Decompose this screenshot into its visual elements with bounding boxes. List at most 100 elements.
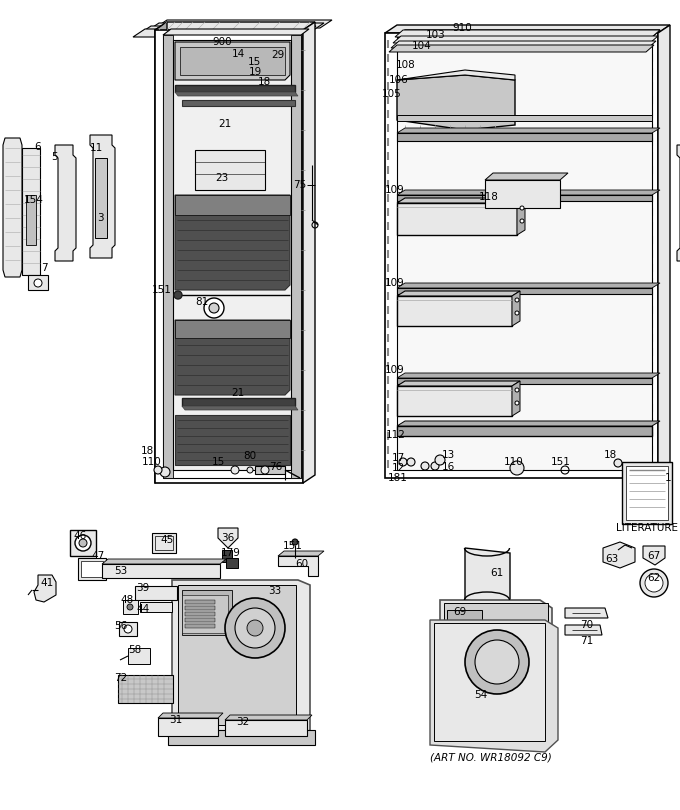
Bar bbox=[81, 561, 103, 577]
Text: 23: 23 bbox=[216, 173, 228, 183]
Polygon shape bbox=[397, 75, 515, 130]
Polygon shape bbox=[565, 608, 608, 618]
Circle shape bbox=[127, 604, 133, 610]
Polygon shape bbox=[391, 41, 656, 48]
Circle shape bbox=[515, 311, 519, 315]
Bar bbox=[195, 150, 265, 190]
Polygon shape bbox=[175, 42, 290, 80]
Polygon shape bbox=[440, 600, 552, 738]
Text: 69: 69 bbox=[454, 607, 466, 617]
Circle shape bbox=[75, 535, 91, 551]
Polygon shape bbox=[155, 30, 303, 483]
Bar bbox=[163, 35, 173, 478]
Polygon shape bbox=[658, 25, 670, 478]
Text: 16: 16 bbox=[441, 462, 455, 472]
Polygon shape bbox=[155, 20, 332, 28]
Polygon shape bbox=[28, 275, 48, 290]
Circle shape bbox=[124, 625, 132, 633]
Bar bbox=[622, 462, 672, 524]
Text: 7: 7 bbox=[41, 263, 48, 273]
Text: 81: 81 bbox=[195, 297, 209, 307]
Polygon shape bbox=[397, 203, 517, 235]
Bar bbox=[155, 536, 173, 550]
Polygon shape bbox=[565, 625, 602, 635]
Text: 106: 106 bbox=[389, 75, 409, 85]
Polygon shape bbox=[182, 406, 298, 410]
Bar bbox=[397, 37, 652, 470]
Text: 14: 14 bbox=[231, 49, 245, 59]
Polygon shape bbox=[55, 145, 76, 261]
Polygon shape bbox=[172, 580, 310, 740]
Polygon shape bbox=[385, 25, 670, 33]
Circle shape bbox=[421, 462, 429, 470]
Polygon shape bbox=[677, 145, 680, 261]
Polygon shape bbox=[397, 128, 660, 133]
Circle shape bbox=[515, 401, 519, 405]
Polygon shape bbox=[155, 22, 167, 483]
Bar bbox=[447, 610, 482, 640]
Text: 179: 179 bbox=[221, 548, 241, 558]
Polygon shape bbox=[397, 386, 512, 416]
Bar bbox=[118, 675, 173, 703]
Text: 15: 15 bbox=[211, 457, 224, 467]
Bar bbox=[95, 158, 107, 238]
Polygon shape bbox=[147, 23, 324, 31]
Text: 76: 76 bbox=[269, 462, 283, 472]
Circle shape bbox=[79, 539, 87, 547]
Text: 109: 109 bbox=[385, 278, 405, 288]
Bar bbox=[173, 40, 291, 470]
Polygon shape bbox=[430, 620, 558, 752]
Polygon shape bbox=[155, 22, 315, 30]
Text: 910: 910 bbox=[452, 23, 472, 33]
Text: 103: 103 bbox=[426, 30, 446, 40]
Polygon shape bbox=[3, 138, 22, 277]
Polygon shape bbox=[389, 45, 654, 52]
Circle shape bbox=[231, 466, 239, 474]
Text: 53: 53 bbox=[114, 566, 128, 576]
Bar bbox=[485, 180, 560, 208]
Text: 45: 45 bbox=[160, 535, 173, 545]
Text: 15: 15 bbox=[248, 57, 260, 67]
Polygon shape bbox=[512, 381, 520, 416]
Text: 33: 33 bbox=[269, 586, 282, 596]
Text: 54: 54 bbox=[475, 690, 488, 700]
Bar bbox=[185, 612, 215, 616]
Text: 29: 29 bbox=[271, 50, 285, 60]
Text: 31: 31 bbox=[169, 715, 183, 725]
Circle shape bbox=[247, 620, 263, 636]
Polygon shape bbox=[397, 296, 512, 326]
Text: 39: 39 bbox=[137, 583, 150, 593]
Text: 108: 108 bbox=[396, 60, 416, 70]
Bar bbox=[185, 600, 215, 604]
Polygon shape bbox=[139, 26, 316, 34]
Circle shape bbox=[261, 466, 269, 474]
Polygon shape bbox=[465, 548, 510, 605]
Text: 36: 36 bbox=[222, 533, 235, 543]
Circle shape bbox=[174, 291, 182, 299]
Polygon shape bbox=[175, 415, 290, 465]
Bar bbox=[185, 624, 215, 628]
Text: 109: 109 bbox=[385, 365, 405, 375]
Text: LITERATURE: LITERATURE bbox=[616, 523, 678, 533]
Text: 6: 6 bbox=[35, 142, 41, 152]
Text: 154: 154 bbox=[24, 195, 44, 205]
Polygon shape bbox=[278, 551, 324, 556]
Text: 60: 60 bbox=[295, 559, 309, 569]
Text: 110: 110 bbox=[142, 457, 162, 467]
Text: 56: 56 bbox=[114, 621, 128, 631]
Bar bbox=[70, 530, 96, 556]
Bar bbox=[397, 288, 652, 294]
Text: 58: 58 bbox=[129, 645, 141, 655]
Text: 63: 63 bbox=[605, 554, 619, 564]
Polygon shape bbox=[34, 575, 56, 602]
Text: 18: 18 bbox=[603, 450, 617, 460]
Text: 19: 19 bbox=[248, 67, 262, 77]
Circle shape bbox=[247, 467, 253, 473]
Circle shape bbox=[431, 462, 439, 470]
Text: 72: 72 bbox=[114, 673, 128, 683]
Polygon shape bbox=[517, 198, 525, 235]
Polygon shape bbox=[485, 173, 568, 180]
Polygon shape bbox=[182, 398, 295, 406]
Circle shape bbox=[292, 539, 298, 545]
Bar bbox=[158, 718, 218, 736]
